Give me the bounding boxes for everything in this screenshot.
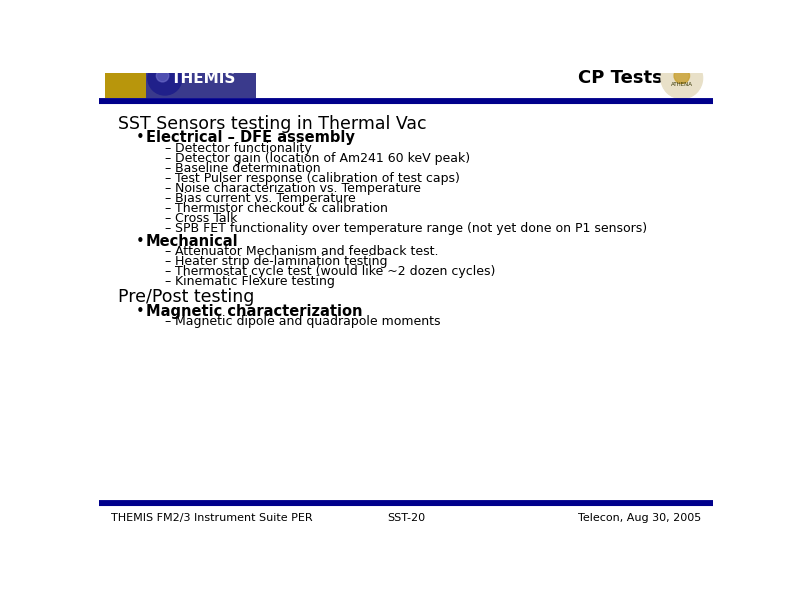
Text: Test Pulser response (calibration of test caps): Test Pulser response (calibration of tes… xyxy=(175,172,460,185)
Text: •: • xyxy=(136,304,145,319)
Text: Electrical – DFE assembly: Electrical – DFE assembly xyxy=(146,130,354,146)
Text: Bias current vs. Temperature: Bias current vs. Temperature xyxy=(175,192,356,205)
Text: –: – xyxy=(165,142,171,155)
Text: –: – xyxy=(165,192,171,205)
Text: –: – xyxy=(165,245,171,258)
Text: Pre/Post testing: Pre/Post testing xyxy=(118,288,255,306)
Text: –: – xyxy=(165,212,171,225)
Bar xyxy=(105,58,146,98)
Text: Mechanical: Mechanical xyxy=(146,234,238,248)
Text: –: – xyxy=(165,255,171,268)
Text: –: – xyxy=(165,202,171,215)
Circle shape xyxy=(661,58,703,99)
Text: –: – xyxy=(165,315,171,328)
Text: Thermistor checkout & calibration: Thermistor checkout & calibration xyxy=(175,202,388,215)
Text: –: – xyxy=(165,222,171,235)
Circle shape xyxy=(156,70,169,82)
Text: Magnetic dipole and quadrapole moments: Magnetic dipole and quadrapole moments xyxy=(175,315,440,328)
Text: Noise characterization vs. Temperature: Noise characterization vs. Temperature xyxy=(175,182,421,195)
Text: SST Sensors testing in Thermal Vac: SST Sensors testing in Thermal Vac xyxy=(118,115,427,133)
Text: –: – xyxy=(165,182,171,195)
Text: CP Tests: CP Tests xyxy=(578,69,663,87)
Text: –: – xyxy=(165,275,171,288)
Text: –: – xyxy=(165,152,171,165)
Text: Cross Talk: Cross Talk xyxy=(175,212,238,225)
Text: Heater strip de-lamination testing: Heater strip de-lamination testing xyxy=(175,255,387,268)
Text: Magnetic characterization: Magnetic characterization xyxy=(146,304,362,319)
Text: SST-20: SST-20 xyxy=(386,513,425,523)
Text: Attenuator Mechanism and feedback test.: Attenuator Mechanism and feedback test. xyxy=(175,245,439,258)
Text: •: • xyxy=(136,130,145,146)
Bar xyxy=(105,58,257,98)
Text: –: – xyxy=(165,265,171,278)
Text: Detector functionality: Detector functionality xyxy=(175,142,312,155)
Text: Baseline determination: Baseline determination xyxy=(175,162,321,175)
Text: THEMIS: THEMIS xyxy=(171,70,236,86)
Text: ATHENA: ATHENA xyxy=(671,82,693,87)
Text: –: – xyxy=(165,162,171,175)
Circle shape xyxy=(148,61,182,95)
Text: Thermostat cycle test (would like ~2 dozen cycles): Thermostat cycle test (would like ~2 doz… xyxy=(175,265,495,278)
Text: THEMIS FM2/3 Instrument Suite PER: THEMIS FM2/3 Instrument Suite PER xyxy=(111,513,312,523)
Text: SPB FET functionality over temperature range (not yet done on P1 sensors): SPB FET functionality over temperature r… xyxy=(175,222,647,235)
Text: –: – xyxy=(165,172,171,185)
Text: Telecon, Aug 30, 2005: Telecon, Aug 30, 2005 xyxy=(578,513,701,523)
Text: •: • xyxy=(136,234,145,248)
Circle shape xyxy=(674,68,690,83)
Text: Detector gain (location of Am241 60 keV peak): Detector gain (location of Am241 60 keV … xyxy=(175,152,470,165)
Text: Kinematic Flexure testing: Kinematic Flexure testing xyxy=(175,275,335,288)
